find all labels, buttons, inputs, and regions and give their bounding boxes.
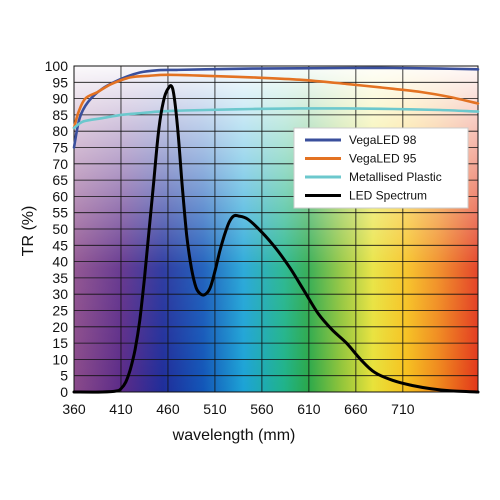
x-tick-label: 610 [297,401,321,417]
y-tick-label: 5 [60,368,68,384]
x-tick-labels: 360 410 460 510 560 610 660 710 [62,401,414,417]
plot-frame [73,65,479,393]
y-tick-label: 80 [52,123,68,139]
y-tick-label: 0 [60,384,68,400]
y-axis-label: TR (%) [20,206,37,257]
x-tick-label: 360 [62,401,86,417]
y-tick-label: 55 [52,205,68,221]
legend-label-vegaled-95: VegaLED 95 [349,152,417,166]
x-tick-label: 560 [250,401,274,417]
legend: VegaLED 98 VegaLED 95 Metallised Plastic LE… [293,127,469,209]
y-tick-label: 45 [52,237,68,253]
y-tick-label: 25 [52,303,68,319]
legend-label-led-spectrum: LED Spectrum [349,189,427,203]
y-tick-label: 35 [52,270,68,286]
y-tick-label: 70 [52,156,68,172]
y-tick-label: 40 [52,254,68,270]
x-tick-label: 660 [344,401,368,417]
y-tick-label: 85 [52,107,68,123]
y-tick-labels: 0510152025303540455055606570758085909510… [45,58,69,400]
y-tick-label: 95 [52,74,68,90]
y-tick-label: 90 [52,91,68,107]
x-axis-label: wavelength (mm) [172,427,296,444]
x-tick-label: 510 [203,401,227,417]
y-tick-label: 30 [52,286,68,302]
y-tick-label: 100 [45,58,69,74]
x-tick-label: 710 [391,401,415,417]
legend-label-metallised-plastic: Metallised Plastic [349,170,442,184]
y-tick-label: 50 [52,221,68,237]
series-line-led-spectrum [72,84,480,394]
y-tick-label: 10 [52,351,68,367]
series-lines [72,66,480,394]
y-tick-label: 75 [52,140,68,156]
y-tick-label: 65 [52,172,68,188]
series-line-vegaled-98 [72,66,480,149]
y-tick-label: 60 [52,188,68,204]
x-tick-label: 460 [156,401,180,417]
series-line-vegaled-95 [72,73,480,130]
y-tick-label: 15 [52,335,68,351]
y-tick-label: 20 [52,319,68,335]
series-line-metallised-plastic [72,107,480,130]
legend-label-vegaled-98: VegaLED 98 [349,133,417,147]
x-tick-label: 410 [109,401,133,417]
